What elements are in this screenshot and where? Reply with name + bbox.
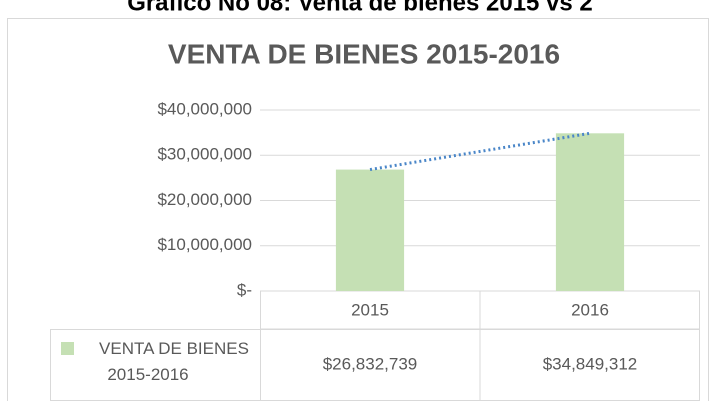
x-tick-label: 2016: [571, 300, 609, 319]
legend-key: [61, 342, 74, 355]
trendline: [369, 131, 591, 172]
data-table-value: $34,849,312: [543, 354, 638, 373]
bar: [335, 169, 405, 291]
legend-label: VENTA DE BIENES 2015-2016: [99, 339, 249, 384]
bar: [555, 133, 625, 291]
y-tick-label: $20,000,000: [157, 190, 252, 209]
y-tick-label: $10,000,000: [157, 235, 252, 254]
chart-border: [7, 18, 709, 401]
chart-title: VENTA DE BIENES 2015-2016: [168, 38, 560, 69]
y-tick-label: $30,000,000: [157, 145, 252, 164]
y-tick-label: $40,000,000: [157, 99, 252, 118]
x-tick-label: 2015: [351, 300, 389, 319]
y-tick-label: $-: [237, 280, 252, 299]
page-heading: Gráfico No 08: Venta de bienes 2015 vs 2: [127, 0, 593, 16]
data-table-value: $26,832,739: [323, 354, 418, 373]
